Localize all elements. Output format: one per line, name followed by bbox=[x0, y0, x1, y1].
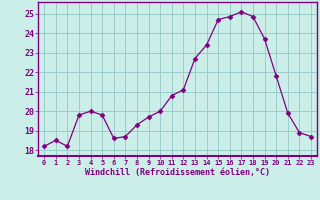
X-axis label: Windchill (Refroidissement éolien,°C): Windchill (Refroidissement éolien,°C) bbox=[85, 168, 270, 177]
